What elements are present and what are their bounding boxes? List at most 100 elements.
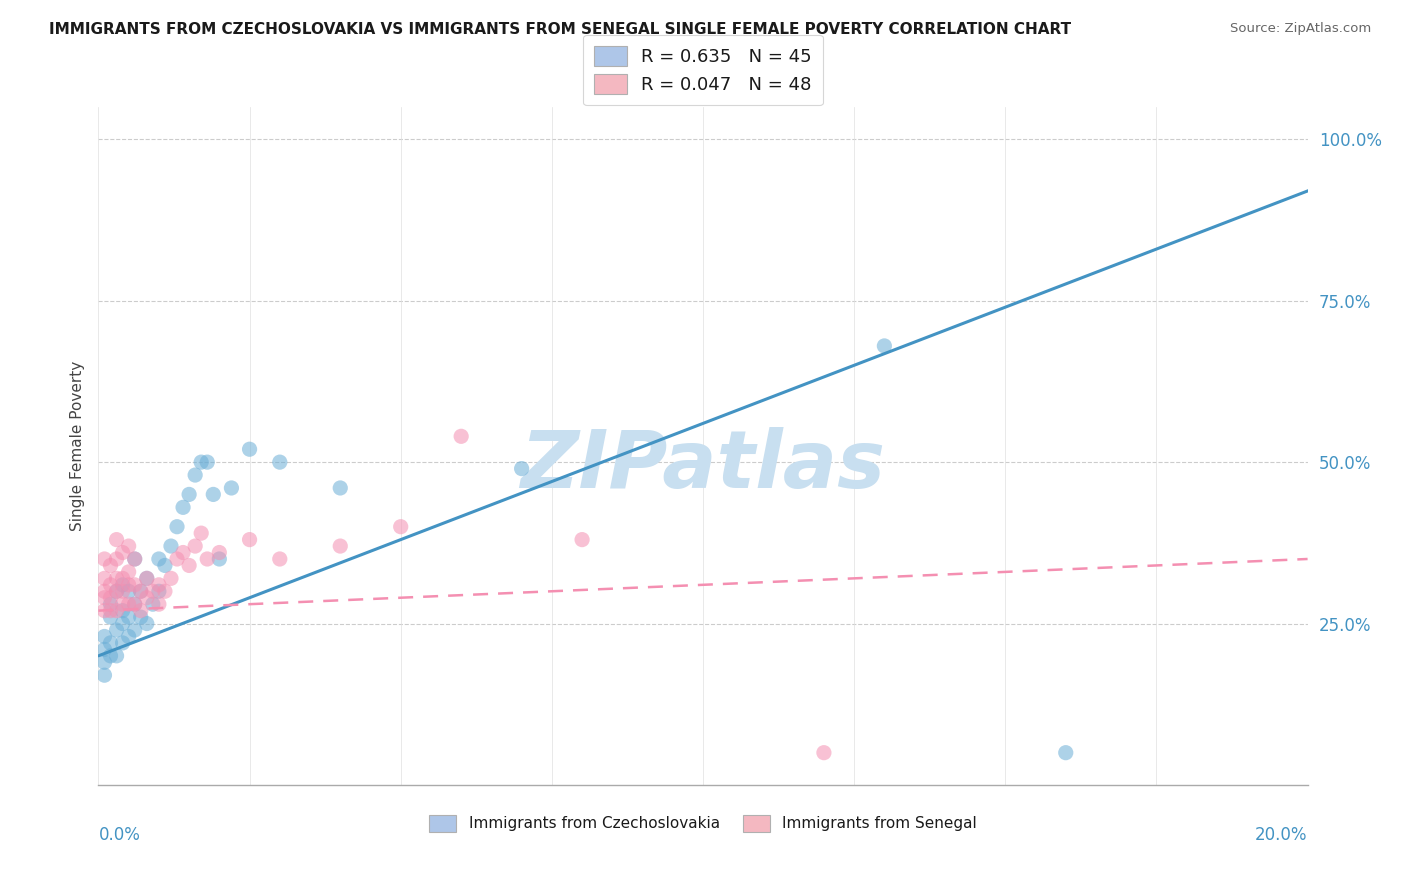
Point <box>118 597 141 611</box>
Point <box>124 552 146 566</box>
Point <box>239 442 262 457</box>
Point <box>100 604 122 618</box>
Point <box>208 552 231 566</box>
Point <box>118 565 141 579</box>
Text: 0.0%: 0.0% <box>98 826 141 844</box>
Point <box>93 584 115 599</box>
Point <box>100 578 122 592</box>
Point <box>93 571 115 585</box>
Point <box>124 597 146 611</box>
Point <box>239 533 262 547</box>
Point <box>118 578 141 592</box>
Point <box>142 584 165 599</box>
Point <box>135 616 157 631</box>
Point <box>269 552 291 566</box>
Y-axis label: Single Female Poverty: Single Female Poverty <box>69 361 84 531</box>
Text: Source: ZipAtlas.com: Source: ZipAtlas.com <box>1230 22 1371 36</box>
Point <box>129 584 152 599</box>
Point <box>148 578 170 592</box>
Point <box>100 610 122 624</box>
Point <box>166 552 188 566</box>
Point <box>571 533 593 547</box>
Point <box>105 623 128 637</box>
Point <box>111 584 134 599</box>
Point <box>510 461 533 475</box>
Point <box>172 500 194 515</box>
Point <box>190 526 212 541</box>
Point <box>195 552 218 566</box>
Point <box>135 571 157 585</box>
Point <box>153 584 176 599</box>
Point <box>111 571 134 585</box>
Point <box>184 468 207 483</box>
Point <box>129 604 152 618</box>
Point <box>105 648 128 663</box>
Point <box>179 487 201 501</box>
Point <box>148 597 170 611</box>
Point <box>202 487 225 501</box>
Legend: Immigrants from Czechoslovakia, Immigrants from Senegal: Immigrants from Czechoslovakia, Immigran… <box>423 808 983 838</box>
Point <box>105 552 128 566</box>
Point <box>93 591 115 605</box>
Point <box>142 597 165 611</box>
Point <box>105 571 128 585</box>
Point <box>93 552 115 566</box>
Point <box>105 604 128 618</box>
Point <box>124 597 146 611</box>
Point <box>93 604 115 618</box>
Point <box>111 604 134 618</box>
Text: 20.0%: 20.0% <box>1256 826 1308 844</box>
Point <box>160 539 183 553</box>
Point <box>135 591 157 605</box>
Point <box>873 339 896 353</box>
Point <box>111 545 134 559</box>
Point <box>124 578 146 592</box>
Point <box>148 584 170 599</box>
Point <box>124 623 146 637</box>
Point <box>100 597 122 611</box>
Text: IMMIGRANTS FROM CZECHOSLOVAKIA VS IMMIGRANTS FROM SENEGAL SINGLE FEMALE POVERTY : IMMIGRANTS FROM CZECHOSLOVAKIA VS IMMIGR… <box>49 22 1071 37</box>
Point <box>160 571 183 585</box>
Point <box>179 558 201 573</box>
Point <box>389 519 412 533</box>
Point <box>1054 746 1077 760</box>
Point <box>100 558 122 573</box>
Point <box>148 552 170 566</box>
Point <box>118 630 141 644</box>
Point <box>190 455 212 469</box>
Point <box>111 616 134 631</box>
Point <box>184 539 207 553</box>
Point <box>172 545 194 559</box>
Point <box>195 455 218 469</box>
Point <box>221 481 243 495</box>
Point <box>100 591 122 605</box>
Point <box>118 539 141 553</box>
Point <box>135 571 157 585</box>
Point <box>105 533 128 547</box>
Point <box>105 584 128 599</box>
Point <box>111 578 134 592</box>
Point <box>118 610 141 624</box>
Point <box>100 648 122 663</box>
Point <box>93 655 115 669</box>
Point <box>118 584 141 599</box>
Point <box>93 630 115 644</box>
Point <box>329 481 352 495</box>
Point <box>166 519 188 533</box>
Point <box>208 545 231 559</box>
Point <box>129 610 152 624</box>
Point <box>111 636 134 650</box>
Point <box>105 584 128 599</box>
Point <box>129 584 152 599</box>
Point <box>329 539 352 553</box>
Point <box>813 746 835 760</box>
Point <box>93 668 115 682</box>
Point <box>269 455 291 469</box>
Text: ZIPatlas: ZIPatlas <box>520 427 886 506</box>
Point <box>124 552 146 566</box>
Point <box>153 558 176 573</box>
Point <box>93 642 115 657</box>
Point <box>450 429 472 443</box>
Point <box>111 597 134 611</box>
Point <box>100 636 122 650</box>
